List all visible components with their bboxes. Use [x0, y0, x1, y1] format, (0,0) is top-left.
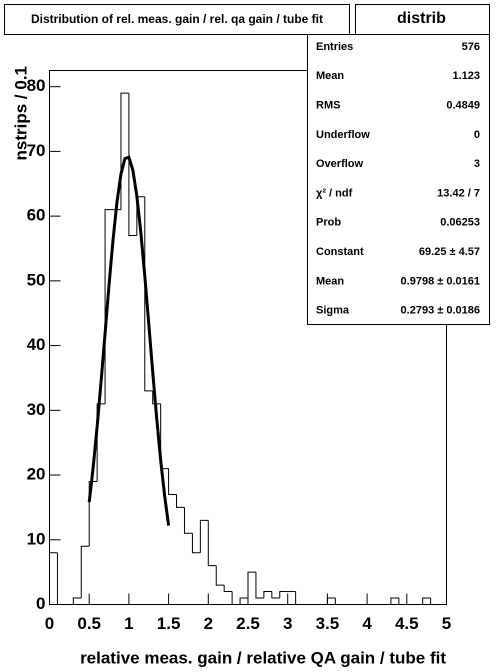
- histogram-bin: [263, 591, 272, 599]
- x-tick-label: 4.5: [395, 614, 419, 633]
- histogram-bin: [49, 552, 58, 605]
- stats-label: Prob: [316, 217, 341, 229]
- x-tick-label: 3: [283, 614, 292, 633]
- histogram-bin: [390, 597, 399, 605]
- y-tick-label: 80: [27, 76, 46, 95]
- x-axis-title: relative meas. gain / relative QA gain /…: [80, 648, 446, 667]
- y-tick-label: 20: [27, 465, 46, 484]
- stats-value: 0.06253: [440, 217, 480, 229]
- histogram-bin: [72, 597, 82, 605]
- y-tick-label: 0: [36, 594, 45, 613]
- histogram-bin: [199, 519, 209, 553]
- histogram-bin: [152, 390, 161, 405]
- y-tick-label: 70: [27, 141, 46, 160]
- histogram-bin: [96, 403, 106, 482]
- stats-label: Sigma: [316, 305, 350, 317]
- stats-value: 3: [474, 158, 480, 170]
- stats-box: [307, 34, 490, 325]
- y-tick-label: 40: [27, 335, 46, 354]
- stats-label: Underflow: [316, 129, 370, 141]
- stats-label: RMS: [316, 100, 340, 112]
- y-tick-label: 30: [27, 400, 46, 419]
- histogram-bin: [207, 520, 217, 567]
- histogram-bin: [231, 591, 241, 605]
- stats-label: Mean: [316, 70, 344, 82]
- stats-value: 13.42 / 7: [437, 187, 480, 199]
- histogram-bin: [168, 468, 177, 495]
- x-tick-label: 4: [362, 614, 372, 633]
- stats-value: 69.25 ± 4.57: [419, 246, 480, 258]
- title-box: [4, 4, 350, 35]
- y-axis-title: nstrips / 0.1: [11, 66, 30, 160]
- y-tick-label: 60: [27, 206, 46, 225]
- y-tick-label: 10: [27, 529, 46, 548]
- stats-title: distrib: [397, 10, 446, 27]
- histogram-bin: [295, 591, 304, 605]
- stats-label: χ² / ndf: [316, 187, 353, 199]
- stats-label: Mean: [316, 275, 344, 287]
- x-tick-label: 3.5: [316, 614, 340, 633]
- histogram-bin: [80, 545, 90, 599]
- y-tick-label: 50: [27, 270, 46, 289]
- histogram-bin: [128, 93, 137, 237]
- fit-curve: [87, 155, 171, 526]
- histogram-bin: [422, 597, 431, 605]
- stats-value: 0.4849: [446, 100, 480, 112]
- x-tick-label: 5: [442, 614, 451, 633]
- x-tick-label: 1.5: [157, 614, 181, 633]
- stats-label: Overflow: [316, 158, 364, 170]
- histogram-bin: [326, 597, 336, 605]
- histogram-bin: [247, 571, 256, 599]
- histogram-bin: [334, 598, 344, 605]
- histogram-bin: [183, 507, 193, 534]
- histogram-bin: [398, 598, 407, 605]
- x-tick-label: 0: [45, 614, 54, 633]
- stats-label: Constant: [316, 246, 364, 258]
- stats-value: 0.2793 ± 0.0186: [401, 305, 480, 317]
- histogram-bin: [88, 481, 98, 547]
- chart-title: Distribution of rel. meas. gain / rel. q…: [31, 12, 323, 26]
- histogram-bin: [271, 591, 280, 599]
- stats-value: 0: [474, 129, 480, 141]
- histogram-bin: [176, 494, 185, 508]
- stats-label: Entries: [316, 41, 353, 53]
- histogram-bin: [279, 591, 288, 599]
- stats-value: 0.9798 ± 0.0161: [401, 275, 480, 287]
- stats-header-box: [355, 4, 490, 35]
- histogram-bin: [223, 585, 233, 593]
- histogram-bin: [255, 572, 264, 599]
- stats-value: 1.123: [452, 70, 480, 82]
- x-tick-label: 2.5: [236, 614, 260, 633]
- x-tick-label: 2: [204, 614, 213, 633]
- histogram-bin: [191, 533, 201, 554]
- histogram-bin: [239, 597, 248, 605]
- x-tick-label: 0.5: [77, 614, 101, 633]
- histogram-bin: [215, 565, 225, 586]
- histogram-bin: [56, 552, 66, 605]
- histogram-bin: [430, 598, 439, 605]
- stats-value: 576: [462, 41, 480, 53]
- x-tick-label: 1: [124, 614, 133, 633]
